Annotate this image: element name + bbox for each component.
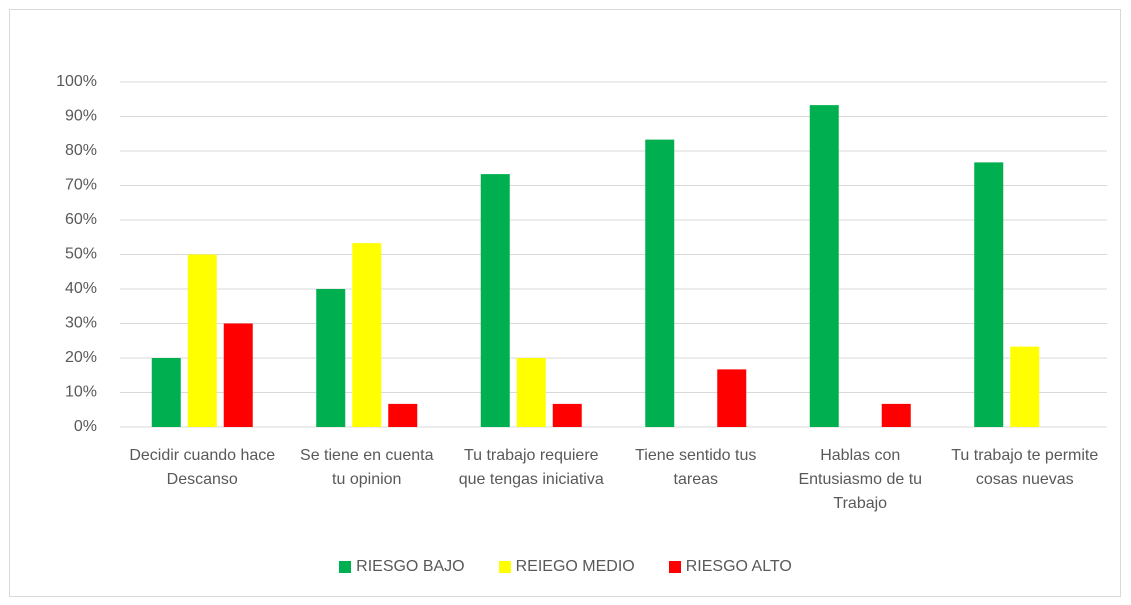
legend-label: RIESGO ALTO bbox=[685, 558, 792, 575]
x-tick-label: Decidir cuando hace Descanso bbox=[129, 447, 276, 488]
bar bbox=[809, 105, 839, 428]
bar bbox=[187, 254, 217, 427]
bar bbox=[516, 358, 546, 427]
legend-swatch bbox=[668, 561, 681, 573]
bar bbox=[223, 323, 253, 427]
bar bbox=[645, 139, 675, 428]
bar bbox=[388, 403, 418, 427]
legend-label: RIESGO BAJO bbox=[356, 558, 465, 575]
legend-item: RIESGO ALTO bbox=[668, 558, 792, 576]
y-tick-label: 80% bbox=[65, 142, 97, 159]
bar bbox=[1010, 346, 1040, 427]
legend-item: REIEGO MEDIO bbox=[498, 558, 635, 576]
bar bbox=[480, 174, 510, 427]
y-tick-label: 90% bbox=[65, 108, 97, 125]
bar bbox=[552, 403, 582, 427]
x-tick-label: Tiene sentido tus tareas bbox=[635, 447, 757, 488]
y-tick-label: 10% bbox=[65, 384, 97, 401]
bar bbox=[974, 162, 1004, 427]
legend-item: RIESGO BAJO bbox=[339, 558, 465, 576]
y-tick-label: 30% bbox=[65, 315, 97, 332]
x-tick-label: Tu trabajo requiere que tengas iniciativ… bbox=[458, 447, 604, 488]
bar bbox=[151, 358, 181, 427]
x-tick-label: Hablas con Entusiasmo de tu Trabajo bbox=[798, 447, 923, 512]
legend: RIESGO BAJO REIEGO MEDIO RIESGO ALTO bbox=[0, 558, 1131, 576]
x-tick-label: Se tiene en cuenta tu opinion bbox=[300, 447, 434, 488]
legend-swatch bbox=[339, 561, 352, 573]
y-tick-label: 50% bbox=[65, 246, 97, 263]
x-tick-label: Tu trabajo te permite cosas nuevas bbox=[951, 447, 1099, 488]
y-tick-label: 20% bbox=[65, 349, 97, 366]
legend-label: REIEGO MEDIO bbox=[515, 558, 635, 575]
bar bbox=[352, 243, 382, 427]
y-tick-label: 40% bbox=[65, 280, 97, 297]
bar bbox=[881, 403, 911, 427]
y-tick-label: 0% bbox=[74, 418, 97, 435]
y-tick-label: 70% bbox=[65, 177, 97, 194]
chart-frame bbox=[9, 9, 1121, 597]
y-tick-label: 100% bbox=[56, 73, 97, 90]
bar bbox=[717, 369, 747, 427]
bar bbox=[316, 289, 346, 427]
y-tick-label: 60% bbox=[65, 211, 97, 228]
legend-swatch bbox=[498, 561, 511, 573]
